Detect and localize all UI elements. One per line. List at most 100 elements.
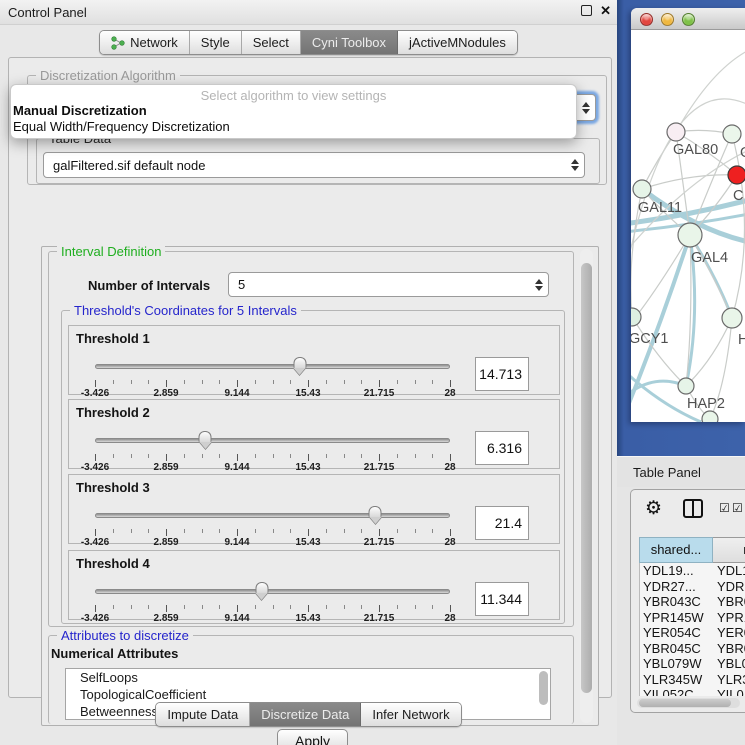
split-columns-icon[interactable] xyxy=(683,499,703,518)
tick-label: 28 xyxy=(444,537,456,548)
scrollbar-thumb[interactable] xyxy=(581,263,592,693)
tick-label: 15.43 xyxy=(295,613,321,624)
network-edge[interactable] xyxy=(631,370,702,422)
scrollbar-thumb[interactable] xyxy=(639,699,731,707)
network-node-hap2[interactable] xyxy=(677,377,695,395)
threshold-value-field[interactable]: 6.316 xyxy=(475,431,529,465)
tab-network[interactable]: Network xyxy=(100,31,190,54)
combo-stepper-icon[interactable] xyxy=(577,101,595,114)
tab-discretize-data[interactable]: Discretize Data xyxy=(250,703,362,726)
minimize-traffic-light-icon[interactable] xyxy=(661,13,674,26)
minor-tick xyxy=(343,605,345,609)
network-node-gal80[interactable] xyxy=(666,122,686,142)
close-traffic-light-icon[interactable] xyxy=(640,13,653,26)
tick-label: 15.43 xyxy=(295,537,321,548)
algorithm-option[interactable]: Equal Width/Frequency Discretization xyxy=(13,119,230,134)
node-label: HAP2 xyxy=(687,396,725,412)
network-node-h[interactable] xyxy=(721,307,743,329)
network-edge[interactable] xyxy=(685,234,692,387)
threshold-value-field[interactable]: 14.713 xyxy=(475,357,529,391)
tab-impute-data[interactable]: Impute Data xyxy=(156,703,251,726)
network-node[interactable] xyxy=(701,410,719,422)
close-icon[interactable]: ✕ xyxy=(600,3,611,18)
tab-cyni-toolbox[interactable]: Cyni Toolbox xyxy=(300,31,399,54)
table-header-row: shared... na xyxy=(639,537,745,563)
combo-stepper-icon[interactable] xyxy=(530,278,548,291)
slider-track[interactable] xyxy=(95,438,450,443)
checked-checkbox-icon[interactable]: ☑ xyxy=(732,501,743,515)
network-edge[interactable] xyxy=(631,234,691,330)
network-edge[interactable] xyxy=(731,133,745,319)
slider-track[interactable] xyxy=(95,364,450,369)
slider-thumb[interactable] xyxy=(293,357,307,375)
table-row[interactable]: YIL052C YIL0 xyxy=(640,687,745,696)
minor-tick xyxy=(183,454,185,458)
minor-tick xyxy=(396,380,398,384)
network-edge[interactable] xyxy=(684,234,697,387)
column-header-name[interactable]: na xyxy=(713,537,745,563)
network-edge[interactable] xyxy=(631,150,745,255)
tick-label: 21.715 xyxy=(363,462,395,473)
network-node-gcy1[interactable] xyxy=(631,307,642,327)
table-row[interactable]: YDR27... YDR2 xyxy=(640,579,745,595)
table-cell: YIL052C xyxy=(643,687,694,696)
horizontal-scrollbar[interactable] xyxy=(637,698,740,708)
gear-icon[interactable]: ⚙ xyxy=(645,498,663,519)
network-node-gal4[interactable] xyxy=(677,222,703,248)
table-data-value: galFiltered.sif default node xyxy=(53,157,206,173)
slider-thumb[interactable] xyxy=(198,431,212,449)
number-of-intervals-combobox[interactable]: 5 xyxy=(228,272,549,297)
node-table: shared... na YDL19...YDL1YDR27...YDR2YBR… xyxy=(639,537,745,696)
tab-select[interactable]: Select xyxy=(241,31,301,54)
slider-track[interactable] xyxy=(95,513,450,518)
tab-style[interactable]: Style xyxy=(189,31,242,54)
column-header-shared-name[interactable]: shared... xyxy=(639,537,713,563)
network-edge[interactable] xyxy=(641,174,738,190)
attribute-list-item[interactable]: SelfLoops xyxy=(80,670,138,685)
checked-checkbox-icon[interactable]: ☑ xyxy=(719,501,730,515)
algorithm-option[interactable]: Manual Discretization xyxy=(13,103,147,118)
table-row[interactable]: YLR345W YLR3 xyxy=(640,672,745,688)
threshold-value-field[interactable]: 11.344 xyxy=(475,582,529,616)
numerical-attributes-list[interactable]: SelfLoops TopologicalCoefficient Betweenne… xyxy=(65,668,551,720)
table-row[interactable]: YDL19... YDL1 xyxy=(640,563,745,579)
tick-label: 21.715 xyxy=(363,613,395,624)
threshold-slider[interactable]: -3.426 2.859 9.144 15.43 21.715 28 xyxy=(81,426,456,473)
network-canvas[interactable]: GAL80 GA C GAL11 GAL4 GCY1 H HAP2 xyxy=(631,30,745,422)
network-node-c[interactable] xyxy=(727,165,745,185)
network-edge[interactable] xyxy=(631,234,692,418)
major-tick xyxy=(379,380,380,387)
network-node-gal11[interactable] xyxy=(632,179,652,199)
list-scrollbar[interactable] xyxy=(539,671,548,705)
settings-scroll-pane: Interval Definition Number of Intervals … xyxy=(41,244,599,726)
tick-label: -3.426 xyxy=(80,613,110,624)
threshold-slider[interactable]: -3.426 2.859 9.144 15.43 21.715 28 xyxy=(81,501,456,548)
table-row[interactable]: YBR043C YBR0 xyxy=(640,594,745,610)
combo-stepper-icon[interactable] xyxy=(566,159,584,171)
minor-tick xyxy=(396,605,398,609)
tab-jactivemnodules[interactable]: jActiveMNodules xyxy=(398,31,517,54)
table-row[interactable]: YBR045C YBR0 xyxy=(640,641,745,657)
vertical-scrollbar[interactable] xyxy=(580,249,593,723)
threshold-value-field[interactable]: 21.4 xyxy=(475,506,529,540)
attribute-list-item[interactable]: TopologicalCoefficient xyxy=(80,687,207,702)
zoom-traffic-light-icon[interactable] xyxy=(682,13,695,26)
slider-track[interactable] xyxy=(95,589,450,594)
slider-thumb[interactable] xyxy=(255,582,269,600)
network-node-ga[interactable] xyxy=(722,124,742,144)
apply-button[interactable]: Apply xyxy=(277,729,349,745)
table-row[interactable]: YPR145W YPR1 xyxy=(640,610,745,626)
table-row[interactable]: YBL079W YBL0 xyxy=(640,656,745,672)
network-edge[interactable] xyxy=(688,234,734,319)
network-view-window: GAL80 GA C GAL11 GAL4 GCY1 H HAP2 xyxy=(631,8,745,422)
network-edge[interactable] xyxy=(675,50,745,133)
tab-infer-network[interactable]: Infer Network xyxy=(361,703,461,726)
network-edge[interactable] xyxy=(631,188,643,318)
table-row[interactable]: YER054C YER0 xyxy=(640,625,745,641)
threshold-slider[interactable]: -3.426 2.859 9.144 15.43 21.715 28 xyxy=(81,352,456,399)
table-data-combobox[interactable]: galFiltered.sif default node xyxy=(43,152,585,178)
slider-thumb[interactable] xyxy=(368,506,382,524)
float-panel-icon[interactable] xyxy=(581,5,593,16)
network-edge[interactable] xyxy=(640,187,745,244)
threshold-slider[interactable]: -3.426 2.859 9.144 15.43 21.715 28 xyxy=(81,577,456,624)
